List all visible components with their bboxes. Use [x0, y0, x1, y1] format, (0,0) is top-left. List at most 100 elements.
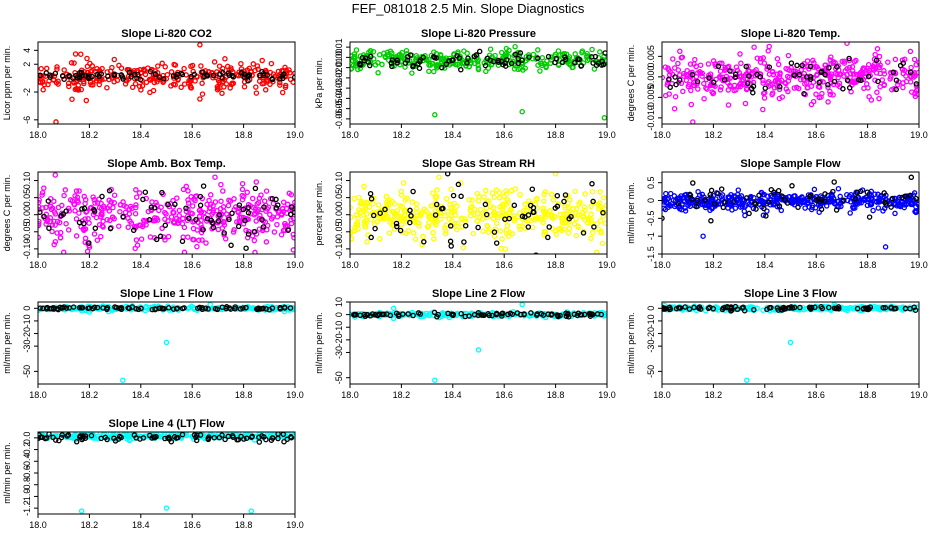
data-point	[760, 212, 767, 219]
data-point	[281, 438, 287, 445]
y-tick-label: -0.010	[646, 105, 656, 131]
data-point	[588, 220, 595, 227]
data-point	[61, 76, 67, 82]
data-point	[544, 58, 550, 64]
panel-title: Slope Line 2 Flow	[432, 288, 525, 300]
data-point	[81, 80, 87, 87]
data-point	[388, 60, 395, 66]
x-tick-label: 18.2	[705, 260, 723, 270]
data-point	[183, 183, 190, 190]
data-point	[764, 306, 770, 313]
data-point	[426, 312, 433, 319]
data-point	[407, 219, 413, 226]
data-point	[174, 195, 180, 201]
data-point	[851, 58, 858, 65]
data-point	[393, 220, 400, 227]
data-point	[172, 201, 178, 208]
x-tick-label: 18.0	[341, 390, 359, 400]
x-tick-label: 18.2	[705, 130, 723, 140]
data-point	[481, 312, 487, 319]
data-point	[827, 91, 834, 98]
data-point	[765, 80, 771, 86]
data-point	[594, 311, 601, 317]
data-point	[597, 49, 603, 55]
data-point	[136, 190, 143, 196]
x-tick-label: 18.4	[756, 390, 774, 400]
data-point	[808, 83, 815, 89]
panel-title: Slope Gas Stream RH	[422, 158, 535, 170]
data-point	[557, 211, 563, 218]
data-point	[364, 311, 370, 318]
y-tick-label: -0.02	[334, 68, 344, 89]
data-point	[590, 311, 596, 318]
data-point	[255, 305, 262, 311]
data-point	[500, 61, 506, 68]
data-point	[279, 89, 286, 96]
data-point	[51, 198, 57, 205]
data-point	[124, 432, 131, 439]
data-point	[241, 71, 248, 77]
data-point	[232, 304, 239, 310]
data-point	[777, 71, 783, 77]
data-point	[84, 248, 91, 254]
data-point	[402, 197, 408, 203]
data-point	[580, 230, 587, 236]
data-point	[40, 73, 46, 79]
points-group	[38, 172, 295, 254]
data-point	[667, 190, 674, 197]
data-point	[707, 82, 714, 89]
data-point	[86, 305, 93, 311]
data-point	[846, 55, 852, 62]
data-point	[912, 93, 919, 100]
data-point	[179, 238, 186, 245]
data-point	[785, 88, 791, 95]
data-point	[434, 314, 440, 320]
data-point	[876, 64, 882, 71]
data-point	[432, 194, 439, 201]
data-point	[181, 65, 187, 72]
data-point	[872, 77, 878, 83]
data-point	[827, 88, 833, 95]
x-tick-label: 18.0	[29, 520, 47, 530]
data-point	[570, 64, 576, 71]
data-point	[288, 434, 294, 440]
data-point	[168, 438, 175, 445]
data-point	[290, 215, 295, 222]
data-point	[46, 432, 52, 437]
data-point	[137, 222, 144, 229]
data-point	[78, 508, 85, 514]
data-point	[193, 216, 199, 223]
data-point	[54, 64, 60, 70]
data-point	[253, 90, 260, 96]
data-point	[760, 90, 767, 97]
data-point	[735, 187, 742, 193]
data-point	[438, 57, 444, 63]
data-point	[554, 203, 561, 210]
data-point	[368, 196, 375, 202]
data-point	[426, 56, 432, 63]
data-point	[543, 210, 549, 216]
data-point	[557, 312, 563, 319]
y-axis-label: Licor ppm per min.	[2, 46, 12, 121]
data-point	[818, 68, 825, 74]
data-point	[383, 193, 390, 200]
data-point	[284, 201, 291, 208]
y-tick-label: 0	[334, 312, 344, 317]
data-point	[143, 79, 150, 86]
data-point	[870, 207, 876, 214]
data-point	[488, 212, 494, 219]
data-point	[200, 183, 207, 189]
y-tick-label: -20	[334, 333, 344, 346]
data-point	[120, 199, 126, 205]
data-point	[386, 197, 393, 203]
data-point	[599, 240, 606, 247]
data-point	[525, 224, 532, 230]
data-point	[47, 215, 54, 221]
data-point	[724, 304, 730, 311]
data-point	[483, 68, 489, 75]
data-point	[74, 194, 81, 201]
y-tick-label: -50	[646, 365, 656, 378]
data-point	[833, 207, 840, 213]
chart-panel-9: Slope Line 3 Flow ml/min per min. 18.0 18.2…	[626, 288, 928, 400]
data-point	[412, 236, 419, 242]
